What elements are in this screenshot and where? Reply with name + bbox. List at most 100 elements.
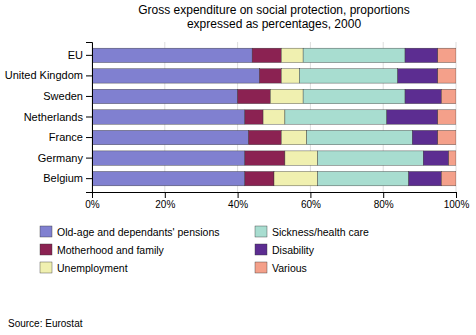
tick-mark	[310, 192, 311, 198]
grid	[92, 42, 456, 192]
tick: 0%	[85, 192, 100, 210]
bar	[249, 130, 282, 144]
bar	[285, 151, 318, 165]
tick-mark	[86, 137, 92, 138]
bar	[438, 69, 456, 83]
tick: Belgium	[43, 172, 92, 184]
bar	[245, 151, 285, 165]
tick: Germany	[38, 152, 92, 164]
axis-line	[86, 43, 93, 193]
bar	[252, 48, 281, 62]
bar	[441, 171, 456, 185]
bar	[412, 130, 437, 144]
bar	[92, 130, 249, 144]
legend-swatch	[255, 226, 267, 237]
bar	[245, 110, 263, 124]
tick-mark	[238, 192, 239, 198]
x-axis: 0% 20% 40% 60% 80% 100%	[85, 192, 469, 210]
tick-label: Netherlands	[24, 111, 84, 123]
bar	[423, 151, 448, 165]
bar	[285, 110, 387, 124]
legend: Old-age and dependants' pensions Motherho…	[40, 226, 369, 274]
tick-mark	[86, 158, 92, 159]
bar	[263, 110, 285, 124]
legend-swatch	[40, 226, 52, 237]
axis-line	[93, 193, 457, 199]
bar	[92, 110, 245, 124]
bar	[92, 171, 245, 185]
tick-mark	[86, 178, 92, 179]
legend-label: Unemployment	[57, 262, 128, 274]
bar	[303, 48, 405, 62]
legend-swatch	[255, 244, 267, 255]
legend-label: Various	[272, 262, 307, 274]
legend-swatch	[40, 262, 52, 273]
tick: 60%	[301, 192, 321, 210]
legend-item: Disability	[255, 244, 315, 256]
tick-label: United Kingdom	[5, 69, 83, 81]
tick: 40%	[228, 192, 248, 210]
tick-label: 20%	[155, 199, 175, 210]
bar	[438, 48, 456, 62]
tick-mark	[86, 55, 92, 56]
series	[438, 48, 456, 186]
bar	[238, 89, 271, 103]
series	[238, 48, 285, 186]
chart: Gross expenditure on social protection, …	[0, 0, 476, 335]
bar	[449, 151, 456, 165]
tick-label: EU	[68, 49, 83, 61]
bars	[92, 48, 456, 186]
tick-label: 80%	[374, 199, 394, 210]
bar	[281, 48, 303, 62]
tick: Netherlands	[24, 111, 92, 123]
tick-label: 40%	[228, 199, 248, 210]
bar	[405, 48, 438, 62]
tick: 20%	[155, 192, 175, 210]
bar	[409, 171, 442, 185]
legend-swatch	[40, 244, 52, 255]
bar	[281, 130, 306, 144]
tick-mark	[456, 192, 457, 198]
bar	[281, 69, 299, 83]
tick-label: Sweden	[43, 90, 83, 102]
y-axis: EUUnited KingdomSwedenNetherlandsFranceG…	[5, 43, 93, 193]
tick-mark	[165, 192, 166, 198]
legend-label: Motherhood and family	[57, 244, 165, 256]
legend-item: Old-age and dependants' pensions	[40, 226, 220, 238]
bar	[245, 171, 274, 185]
bar	[92, 151, 245, 165]
legend-item: Unemployment	[40, 262, 128, 274]
bar	[438, 110, 456, 124]
tick: Sweden	[43, 90, 92, 102]
tick-label: 0%	[85, 199, 100, 210]
title: Gross expenditure on social protection, …	[138, 3, 409, 31]
legend-label: Disability	[272, 244, 315, 256]
bar	[299, 69, 397, 83]
bar	[92, 48, 252, 62]
bar	[303, 89, 405, 103]
legend-item: Motherhood and family	[40, 244, 165, 256]
bar	[92, 69, 259, 83]
tick: 100%	[444, 192, 470, 210]
bar	[441, 89, 456, 103]
bar	[398, 69, 438, 83]
bar	[387, 110, 438, 124]
bar	[438, 130, 456, 144]
tick: EU	[68, 49, 92, 61]
bar	[318, 151, 424, 165]
legend-item: Sickness/health care	[255, 226, 369, 238]
tick-mark	[86, 96, 92, 97]
annotation: Source: Eurostat	[8, 318, 83, 329]
tick-mark	[86, 117, 92, 118]
tick-label: Germany	[38, 152, 84, 164]
tick: United Kingdom	[5, 69, 92, 81]
bar	[274, 171, 318, 185]
bar	[405, 89, 441, 103]
legend-swatch	[255, 262, 267, 273]
tick-label: Belgium	[43, 172, 83, 184]
tick-label: 100%	[444, 199, 470, 210]
tick-label: 60%	[301, 199, 321, 210]
tick: 80%	[374, 192, 394, 210]
tick-mark	[86, 75, 92, 76]
bar	[318, 171, 409, 185]
